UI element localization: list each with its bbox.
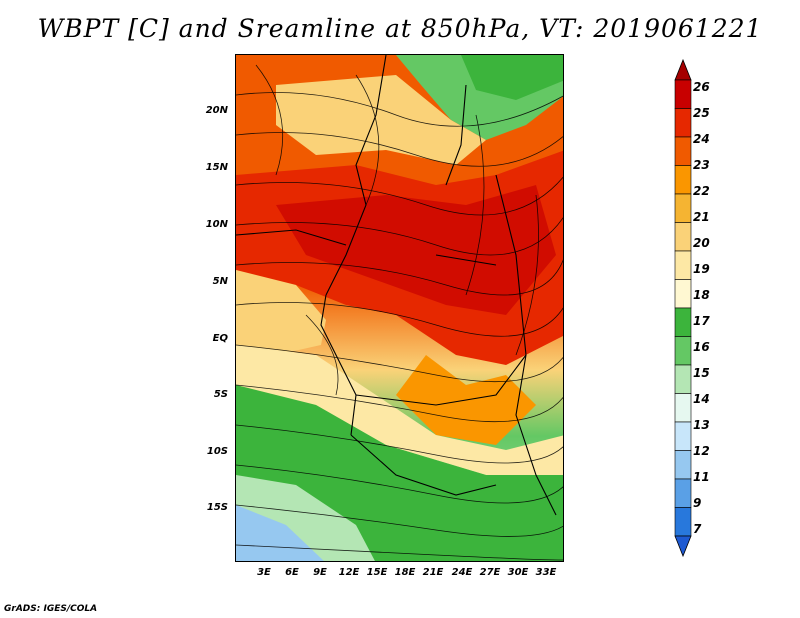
colorbar-label: 14 [693,392,710,406]
colorbar-segment [674,450,692,480]
colorbar-label: 17 [693,314,710,328]
colorbar-label: 9 [693,496,702,510]
colorbar-label: 26 [693,80,710,94]
colorbar-segment [674,393,692,423]
lon-label-9e: 9E [313,567,327,578]
colorbar-segment [674,307,692,337]
country-borders [236,55,557,516]
lat-label-15s: 15S [206,502,228,513]
colorbar-label: 18 [693,288,710,302]
colorbar-segment [674,250,692,280]
lon-label-15e: 15E [366,567,388,578]
colorbar-segment [674,193,692,223]
lat-label-5n: 5N [212,276,228,287]
field-north-darkgreen [461,55,563,100]
colorbar-segment [674,336,692,366]
colorbar-segment [674,108,692,138]
lon-label-30e: 30E [507,567,529,578]
colorbar-label: 24 [693,132,710,146]
lon-label-21e: 21E [422,567,444,578]
field-west-yellow [236,270,326,355]
colorbar-label: 12 [693,444,710,458]
lon-label-6e: 6E [285,567,299,578]
colorbar-segment [674,165,692,195]
field-south-blue [236,505,324,561]
colorbar-bottom-arrow [674,535,692,558]
lat-label-5s: 5S [213,389,228,400]
lon-label-18e: 18E [394,567,416,578]
lat-label-10n: 10N [205,219,228,230]
field-hottest [276,185,556,315]
colorbar-label: 13 [693,418,710,432]
lon-label-33e: 33E [535,567,557,578]
lon-label-12e: 12E [338,567,360,578]
colorbar-segment [674,421,692,451]
streamlines [236,64,563,561]
colorbar-segment [674,507,692,537]
colorbar-segment [674,79,692,109]
field-south-yellow [236,345,563,475]
colorbar-segment [674,364,692,394]
lon-label-3e: 3E [257,567,271,578]
colorbar-label: 15 [693,366,710,380]
colorbar-top-arrow [674,58,692,81]
colorbar-segment [674,136,692,166]
chart-title: WBPT [C] and Sreamline at 850hPa, VT: 20… [37,14,763,43]
colorbar [674,58,692,558]
lat-label-15n: 15N [205,162,228,173]
field-north-yellow [276,75,486,165]
lon-label-24e: 24E [451,567,473,578]
colorbar-label: 22 [693,184,710,198]
footer-credit: GrADS: IGES/COLA [4,604,98,614]
lat-label-eq: EQ [212,333,228,344]
colorbar-segment [674,279,692,309]
colorbar-label: 7 [693,522,702,536]
colorbar-label: 11 [693,470,710,484]
colorbar-label: 19 [693,262,710,276]
colorbar-segment [674,478,692,508]
colorbar-label: 21 [693,210,710,224]
colorbar-label: 23 [693,158,710,172]
wbpt-field-map [236,55,563,561]
lat-label-20n: 20N [205,105,228,116]
lon-label-27e: 27E [479,567,501,578]
colorbar-label: 20 [693,236,710,250]
map-panel [235,54,564,562]
colorbar-label: 16 [693,340,710,354]
colorbar-segment [674,222,692,252]
lat-label-10s: 10S [206,446,228,457]
colorbar-label: 25 [693,106,710,120]
